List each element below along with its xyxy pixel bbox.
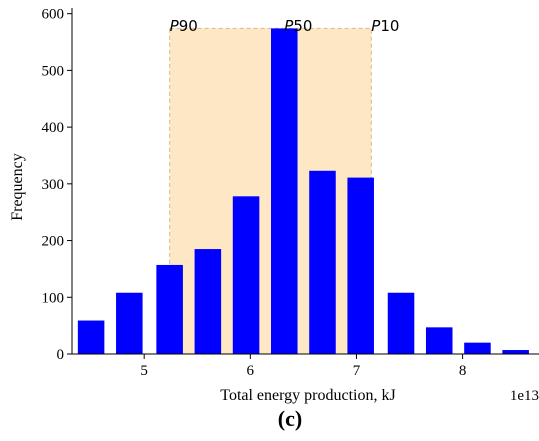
histogram-bar: [387, 292, 415, 354]
y-tick-label: 100: [42, 290, 65, 306]
x-tick-label: 5: [140, 363, 148, 379]
x-tick-label: 8: [459, 363, 467, 379]
histogram-bar: [347, 177, 374, 354]
percentile-label: P10: [371, 17, 399, 35]
x-tick-label: 6: [247, 363, 255, 379]
y-tick-label: 200: [42, 234, 65, 250]
percentile-label: P90: [170, 17, 198, 35]
y-tick-label: 600: [42, 7, 65, 23]
histogram-bar: [194, 249, 222, 354]
panel-label: (c): [278, 406, 302, 431]
histogram-bar: [502, 350, 529, 354]
histogram-bar: [156, 264, 183, 354]
y-tick-label: 300: [42, 177, 65, 193]
histogram-bar: [232, 196, 260, 354]
histogram-bar: [271, 28, 298, 354]
x-axis-title: Total energy production, kJ: [220, 387, 395, 404]
y-tick-label: 500: [42, 63, 65, 79]
y-tick-label: 0: [57, 347, 65, 363]
x-tick-label: 7: [353, 363, 361, 379]
y-axis-title: Frequency: [9, 153, 26, 221]
percentile-label: P50: [284, 17, 312, 35]
x-offset-text: 1e13: [510, 388, 539, 404]
y-tick-label: 400: [42, 120, 65, 136]
histogram-bar: [464, 342, 491, 354]
histogram-bar: [116, 292, 143, 354]
histogram-bar: [77, 320, 105, 354]
histogram-bar: [425, 327, 453, 354]
histogram-bar: [309, 170, 336, 354]
